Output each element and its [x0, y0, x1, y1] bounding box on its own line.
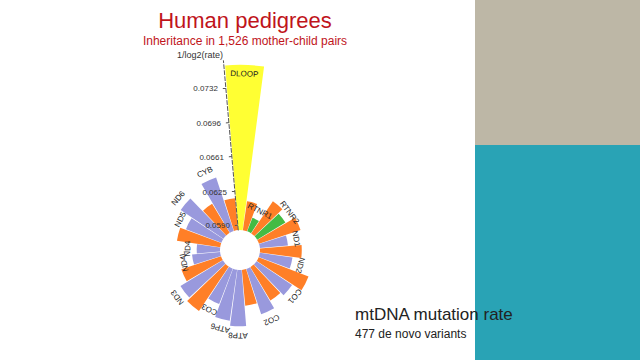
- svg-text:ATP8: ATP8: [228, 331, 248, 340]
- svg-text:ND2: ND2: [294, 256, 307, 274]
- svg-text:ND3: ND3: [169, 288, 186, 307]
- svg-text:ND5: ND5: [173, 210, 189, 229]
- svg-text:0.0661: 0.0661: [199, 153, 224, 162]
- svg-text:477 de novo variants: 477 de novo variants: [355, 327, 466, 341]
- svg-text:ND6: ND6: [170, 189, 188, 207]
- svg-text:Human pedigrees: Human pedigrees: [158, 8, 332, 33]
- svg-text:CO1: CO1: [286, 287, 304, 306]
- svg-text:ATP6: ATP6: [209, 321, 231, 335]
- svg-text:0.0696: 0.0696: [196, 119, 221, 128]
- svg-text:0.0732: 0.0732: [193, 84, 218, 93]
- svg-text:mtDNA mutation rate: mtDNA mutation rate: [355, 305, 513, 324]
- svg-text:0.0625: 0.0625: [202, 188, 227, 197]
- svg-text:1/log2(rate): 1/log2(rate): [177, 50, 223, 60]
- svg-text:Inheritance in 1,526 mother-ch: Inheritance in 1,526 mother-child pairs: [143, 34, 347, 48]
- svg-text:CO2: CO2: [262, 312, 281, 327]
- svg-text:RTNR2: RTNR2: [278, 199, 302, 226]
- svg-text:ND4: ND4: [183, 240, 192, 257]
- svg-text:0.0590: 0.0590: [205, 221, 230, 230]
- svg-text:CO3: CO3: [200, 302, 219, 318]
- svg-text:CYB: CYB: [196, 165, 215, 180]
- svg-text:RTNR1: RTNR1: [246, 201, 274, 221]
- svg-text:ND1: ND1: [290, 230, 302, 248]
- svg-text:ND4L: ND4L: [177, 250, 191, 273]
- svg-text:DLOOP: DLOOP: [230, 69, 258, 79]
